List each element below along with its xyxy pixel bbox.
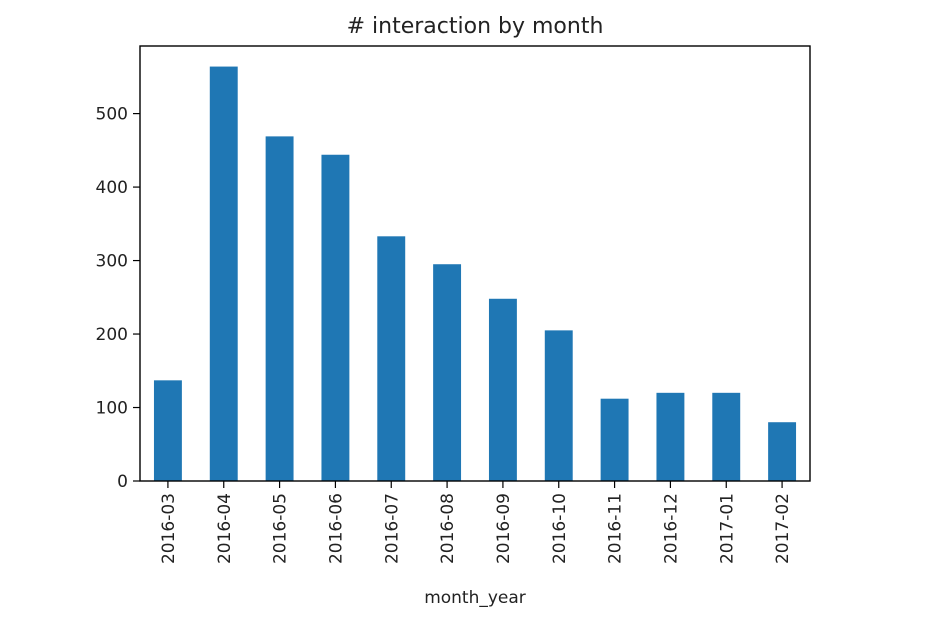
bar-2017-01 <box>712 392 741 481</box>
y-tick-label: 100 <box>96 399 128 419</box>
bar-2016-07 <box>377 236 406 481</box>
x-tick-label: 2016-07 <box>382 493 402 564</box>
bar-2016-03 <box>153 380 182 481</box>
x-tick-label: 2017-01 <box>717 493 737 564</box>
bar-2017-02 <box>768 422 797 481</box>
x-tick-label: 2016-08 <box>438 493 458 564</box>
bar-2016-04 <box>209 66 238 481</box>
y-tick-label: 400 <box>96 178 128 198</box>
x-tick-label: 2016-09 <box>494 493 514 564</box>
y-tick-label: 200 <box>96 325 128 345</box>
bar-2016-08 <box>433 264 462 481</box>
bar-2016-06 <box>321 154 350 481</box>
bar-2016-05 <box>265 136 294 481</box>
bars-layer <box>153 66 797 481</box>
x-tick-label: 2016-06 <box>326 493 346 564</box>
chart-title: # interaction by month <box>347 14 604 39</box>
x-tick-label: 2016-04 <box>215 493 235 564</box>
bar-2016-11 <box>600 398 629 481</box>
x-axis: 2016-03 2016-04 2016-05 2016-06 2016-07 2016-… <box>159 481 793 564</box>
bar-2016-12 <box>656 392 685 481</box>
y-tick-label: 0 <box>117 472 128 492</box>
y-axis: 0 100 200 300 400 500 <box>96 105 140 492</box>
x-tick-label: 2016-10 <box>550 493 570 564</box>
x-tick-label: 2016-03 <box>159 493 179 564</box>
x-tick-label: 2016-12 <box>661 493 681 564</box>
bar-2016-09 <box>488 298 517 481</box>
bar-2016-10 <box>544 330 573 481</box>
x-tick-label: 2017-02 <box>773 493 793 564</box>
x-tick-label: 2016-11 <box>606 493 626 564</box>
y-tick-label: 300 <box>96 252 128 272</box>
y-tick-label: 500 <box>96 105 128 125</box>
x-tick-label: 2016-05 <box>271 493 291 564</box>
plot-frame <box>139 45 811 482</box>
x-axis-label: month_year <box>424 588 526 608</box>
